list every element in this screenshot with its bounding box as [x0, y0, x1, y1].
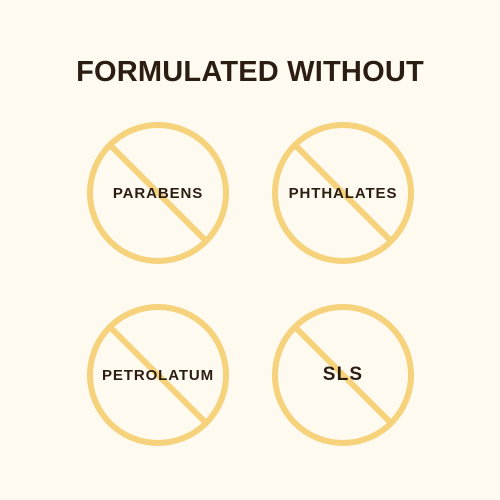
badge-sls: SLS: [268, 300, 418, 450]
page-title: FORMULATED WITHOUT: [76, 56, 424, 88]
badge-label: SLS: [322, 364, 364, 385]
prohibition-circle-icon: [272, 304, 414, 446]
badge-phthalates: PHTHALATES: [268, 118, 418, 268]
prohibition-circle-icon: [87, 304, 229, 446]
badge-label: PHTHALATES: [288, 184, 398, 202]
badge-parabens: PARABENS: [83, 118, 233, 268]
prohibition-circle-icon: [272, 122, 414, 264]
badge-label: PETROLATUM: [101, 366, 215, 384]
prohibition-circle-icon: [87, 122, 229, 264]
badge-label: PARABENS: [112, 184, 204, 202]
badge-petrolatum: PETROLATUM: [83, 300, 233, 450]
